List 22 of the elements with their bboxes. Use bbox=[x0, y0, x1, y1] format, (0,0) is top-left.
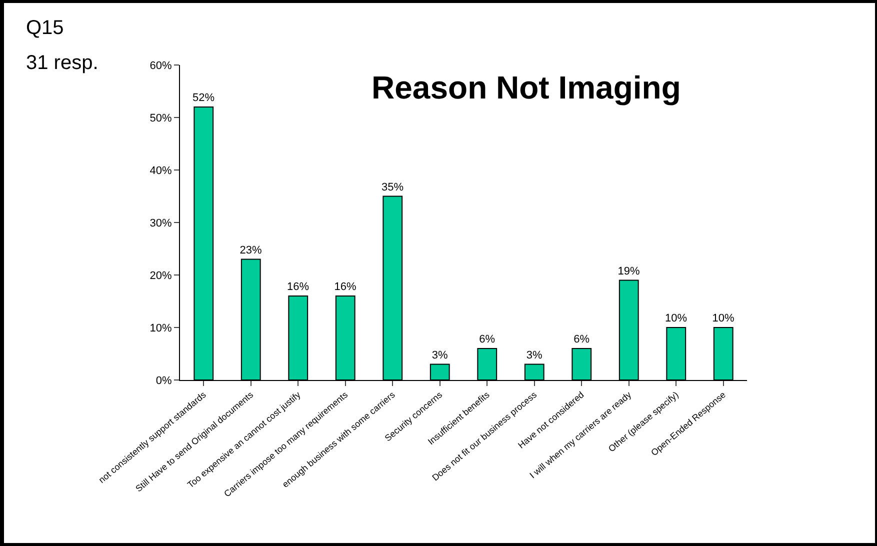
data-label: 52% bbox=[192, 92, 215, 104]
data-label: 16% bbox=[334, 281, 356, 293]
text: Q15 bbox=[26, 17, 64, 39]
y-tick-label: 0% bbox=[156, 374, 172, 387]
y-tick-label: 20% bbox=[150, 270, 172, 282]
data-label: 35% bbox=[382, 181, 404, 194]
data-label: 19% bbox=[618, 265, 640, 278]
data-label: 3% bbox=[526, 349, 542, 362]
data-label: 6% bbox=[479, 334, 496, 346]
data-label: 23% bbox=[240, 244, 262, 256]
y-tick-label: 10% bbox=[150, 322, 172, 334]
data-label: 10% bbox=[665, 312, 688, 324]
y-tick-label: 40% bbox=[150, 164, 172, 177]
data-label: 16% bbox=[287, 281, 310, 293]
y-tick-label: 50% bbox=[150, 112, 172, 124]
text: 31 resp. bbox=[26, 52, 98, 74]
data-label: 3% bbox=[432, 349, 448, 362]
y-tick-label: 60% bbox=[150, 60, 172, 72]
chart-title: Reason Not Imaging bbox=[372, 70, 681, 106]
y-tick-label: 30% bbox=[150, 217, 172, 230]
data-label: 6% bbox=[574, 334, 590, 346]
data-label: 10% bbox=[712, 312, 734, 324]
